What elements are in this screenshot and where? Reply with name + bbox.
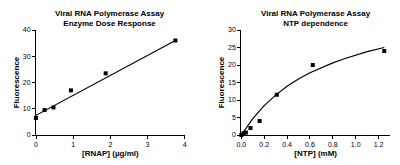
svg-text:0.2: 0.2 xyxy=(259,141,269,148)
svg-text:20: 20 xyxy=(228,61,236,68)
svg-text:0.4: 0.4 xyxy=(282,141,292,148)
svg-text:0.6: 0.6 xyxy=(305,141,315,148)
svg-text:Viral RNA Polymerase AssayEnzy: Viral RNA Polymerase AssayEnzyme Dose Re… xyxy=(55,9,165,28)
svg-text:1.0: 1.0 xyxy=(351,141,361,148)
svg-text:3: 3 xyxy=(146,141,150,148)
svg-text:10: 10 xyxy=(23,105,31,112)
svg-text:40: 40 xyxy=(23,26,31,33)
svg-text:[RNAP] (µg/ml): [RNAP] (µg/ml) xyxy=(82,149,139,158)
svg-text:0: 0 xyxy=(232,131,236,138)
svg-text:4: 4 xyxy=(183,141,187,148)
svg-text:5: 5 xyxy=(232,114,236,121)
svg-text:Fluorescence: Fluorescence xyxy=(217,56,226,108)
svg-text:25: 25 xyxy=(228,44,236,51)
svg-text:1: 1 xyxy=(71,141,75,148)
svg-text:1.2: 1.2 xyxy=(374,141,384,148)
svg-text:30: 30 xyxy=(228,26,236,33)
svg-text:0: 0 xyxy=(27,131,31,138)
svg-text:Fluorescence: Fluorescence xyxy=(12,56,21,108)
svg-text:10: 10 xyxy=(228,96,236,103)
svg-text:0.8: 0.8 xyxy=(328,141,338,148)
svg-text:15: 15 xyxy=(228,79,236,86)
svg-text:0: 0 xyxy=(34,141,38,148)
svg-text:[NTP] (mM): [NTP] (mM) xyxy=(294,149,337,158)
svg-text:Viral RNA Polymerase AssayNTP: Viral RNA Polymerase AssayNTP dependence xyxy=(261,9,371,28)
svg-text:0.0: 0.0 xyxy=(236,141,246,148)
svg-text:2: 2 xyxy=(108,141,112,148)
svg-text:20: 20 xyxy=(23,79,31,86)
svg-text:30: 30 xyxy=(23,53,31,60)
